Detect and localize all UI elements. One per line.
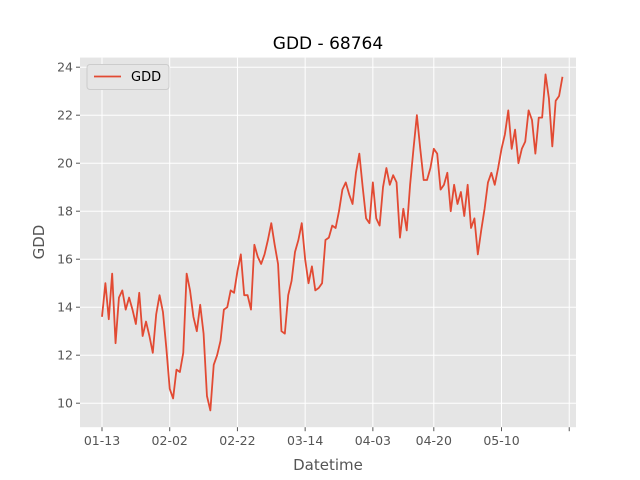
series-line-gdd	[101, 73, 564, 412]
legend-label-gdd: GDD	[131, 70, 161, 85]
y-tick-label: 22	[57, 108, 73, 123]
x-axis: 01-13 02-02 02-22 03-14 04-03 04-20 05-10	[84, 427, 570, 448]
chart-title: GDD - 68764	[273, 34, 383, 54]
x-tick-label: 03-14	[287, 433, 323, 448]
y-tick-label: 12	[57, 348, 73, 363]
y-tick-label: 16	[57, 252, 73, 267]
y-tick-label: 20	[57, 156, 73, 171]
y-tick-label: 24	[57, 60, 73, 75]
x-tick-label: 01-13	[84, 433, 120, 448]
legend: GDD	[86, 64, 170, 90]
x-tick-label: 04-03	[355, 433, 391, 448]
x-tick-label: 05-10	[483, 433, 519, 448]
x-tick-label: 02-22	[219, 433, 255, 448]
y-tick-label: 10	[57, 396, 73, 411]
x-axis-label: Datetime	[293, 456, 363, 474]
y-tick-label: 18	[57, 204, 73, 219]
y-axis-label: GDD	[30, 225, 48, 260]
x-tick-label: 02-02	[152, 433, 188, 448]
y-axis: 10 12 14 16 18 20 22 24	[57, 60, 80, 411]
x-tick-label: 04-20	[416, 433, 452, 448]
y-tick-label: 14	[57, 300, 73, 315]
plot-area	[80, 57, 576, 428]
legend-box	[86, 64, 170, 90]
series-layer	[101, 73, 564, 412]
